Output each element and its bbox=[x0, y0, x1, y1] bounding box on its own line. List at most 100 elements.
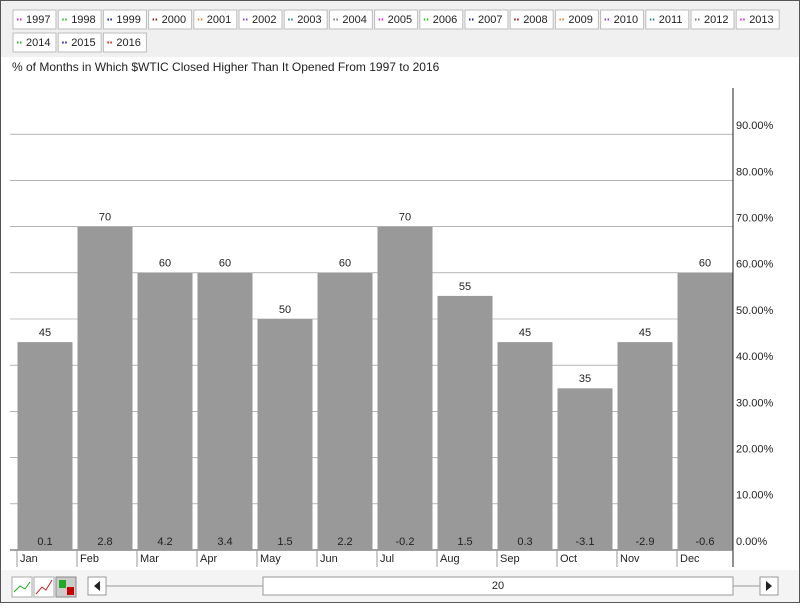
x-tick-label: Feb bbox=[80, 553, 99, 565]
year-toggle[interactable] bbox=[57, 32, 102, 53]
year-label: 2015 bbox=[71, 37, 95, 49]
year-label: 2009 bbox=[568, 14, 592, 26]
y-tick-label: 60.00% bbox=[736, 259, 774, 271]
year-toggle[interactable] bbox=[57, 9, 102, 30]
bar-value-label: 70 bbox=[99, 212, 111, 224]
scroll-thumb[interactable] bbox=[262, 576, 734, 596]
x-tick-label: Aug bbox=[440, 553, 460, 565]
bar bbox=[317, 272, 373, 550]
year-label: 2012 bbox=[704, 14, 728, 26]
y-tick-label: 70.00% bbox=[736, 213, 774, 225]
y-tick-label: 20.00% bbox=[736, 444, 774, 456]
year-label: 2003 bbox=[297, 14, 321, 26]
avg-change-label: 2.8 bbox=[97, 536, 112, 548]
bar bbox=[77, 226, 133, 550]
bar-value-label: 60 bbox=[699, 258, 711, 270]
x-tick-label: May bbox=[260, 553, 281, 565]
year-label: 2005 bbox=[388, 14, 412, 26]
year-label: 1999 bbox=[116, 14, 140, 26]
x-tick-label: Jul bbox=[380, 553, 394, 565]
bar bbox=[497, 342, 553, 550]
year-toggle[interactable] bbox=[690, 9, 735, 30]
x-tick-label: Mar bbox=[140, 553, 159, 565]
scroll-value: 20 bbox=[492, 580, 504, 592]
year-label: 1997 bbox=[26, 14, 50, 26]
year-toggle[interactable] bbox=[102, 32, 147, 53]
bar bbox=[17, 342, 73, 550]
year-toggle[interactable] bbox=[12, 32, 57, 53]
year-toggle[interactable] bbox=[102, 9, 147, 30]
year-label: 2006 bbox=[433, 14, 457, 26]
y-tick-label: 50.00% bbox=[736, 305, 774, 317]
bar-value-label: 60 bbox=[219, 258, 231, 270]
chart-type-icons[interactable] bbox=[11, 576, 77, 598]
bar bbox=[197, 272, 253, 550]
year-toggle[interactable] bbox=[374, 9, 419, 30]
avg-change-label: -0.2 bbox=[396, 536, 415, 548]
y-tick-label: 80.00% bbox=[736, 166, 774, 178]
x-tick-label: Nov bbox=[620, 553, 640, 565]
year-label: 2002 bbox=[252, 14, 276, 26]
bar-value-label: 45 bbox=[39, 327, 51, 339]
x-tick-label: Sep bbox=[500, 553, 520, 565]
bar bbox=[377, 226, 433, 550]
y-tick-label: 10.00% bbox=[736, 490, 774, 502]
year-toggle[interactable] bbox=[148, 9, 193, 30]
y-tick-label: 40.00% bbox=[736, 351, 774, 363]
bar-value-label: 35 bbox=[579, 373, 591, 385]
y-tick-label: 30.00% bbox=[736, 397, 774, 409]
bar-value-label: 55 bbox=[459, 281, 471, 293]
year-toggle[interactable] bbox=[464, 9, 509, 30]
avg-change-label: 1.5 bbox=[277, 536, 292, 548]
avg-change-label: 3.4 bbox=[217, 536, 232, 548]
year-toggle[interactable] bbox=[238, 9, 283, 30]
bar bbox=[257, 319, 313, 550]
bar-value-label: 45 bbox=[519, 327, 531, 339]
y-tick-label: 90.00% bbox=[736, 120, 774, 132]
year-label: 2001 bbox=[207, 14, 231, 26]
year-toggle[interactable] bbox=[600, 9, 645, 30]
year-toggle[interactable] bbox=[12, 9, 57, 30]
year-label: 2013 bbox=[749, 14, 773, 26]
avg-change-label: 2.2 bbox=[337, 536, 352, 548]
year-label: 2004 bbox=[342, 14, 366, 26]
year-label: 2007 bbox=[478, 14, 502, 26]
year-label: 2014 bbox=[26, 37, 50, 49]
year-toggle[interactable] bbox=[645, 9, 690, 30]
avg-change-label: -2.9 bbox=[636, 536, 655, 548]
year-toggle[interactable] bbox=[328, 9, 373, 30]
avg-change-label: 0.1 bbox=[37, 536, 52, 548]
year-toggle[interactable] bbox=[283, 9, 328, 30]
year-toggle[interactable] bbox=[735, 9, 780, 30]
year-toggle[interactable] bbox=[193, 9, 238, 30]
bar-value-label: 50 bbox=[279, 304, 291, 316]
year-label: 2000 bbox=[162, 14, 186, 26]
y-tick-label: 0.00% bbox=[736, 536, 767, 548]
bar-value-label: 45 bbox=[639, 327, 651, 339]
bar bbox=[557, 388, 613, 550]
avg-change-label: 0.3 bbox=[517, 536, 532, 548]
bar-value-label: 60 bbox=[159, 258, 171, 270]
bar bbox=[437, 295, 493, 550]
bar bbox=[617, 342, 673, 550]
x-tick-label: Apr bbox=[200, 553, 217, 565]
chart-title: % of Months in Which $WTIC Closed Higher… bbox=[12, 60, 440, 74]
avg-change-label: -3.1 bbox=[576, 536, 595, 548]
avg-change-label: -0.6 bbox=[696, 536, 715, 548]
year-toggle[interactable] bbox=[509, 9, 554, 30]
year-label: 2011 bbox=[659, 14, 683, 26]
year-label: 2016 bbox=[116, 37, 140, 49]
avg-change-label: 1.5 bbox=[457, 536, 472, 548]
year-label: 1998 bbox=[71, 14, 95, 26]
bar bbox=[677, 272, 733, 550]
avg-change-label: 4.2 bbox=[157, 536, 172, 548]
year-label: 2008 bbox=[523, 14, 547, 26]
x-tick-label: Jun bbox=[320, 553, 338, 565]
bar-value-label: 70 bbox=[399, 212, 411, 224]
year-toggle[interactable] bbox=[554, 9, 599, 30]
bar bbox=[137, 272, 193, 550]
x-tick-label: Jan bbox=[20, 553, 38, 565]
scroll-left-arrow bbox=[94, 581, 100, 591]
year-toggle[interactable] bbox=[419, 9, 464, 30]
